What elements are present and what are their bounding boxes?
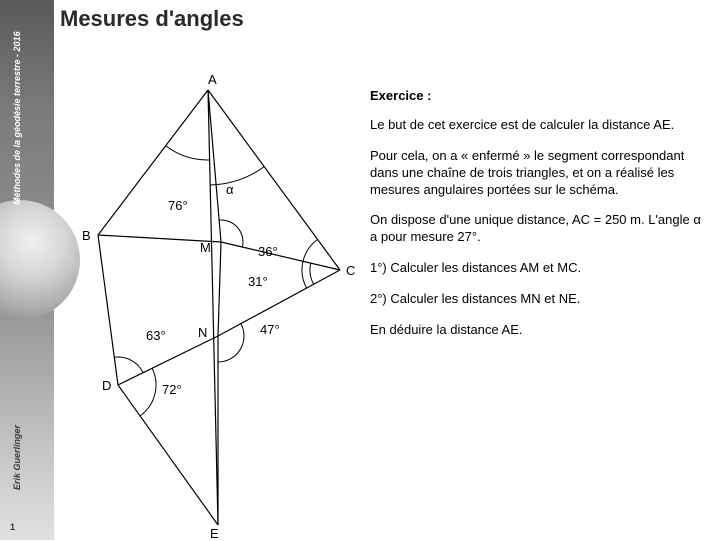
label-M: M: [200, 240, 211, 255]
page-title: Mesures d'angles: [60, 6, 244, 32]
page-number: 1: [10, 522, 15, 532]
label-D: D: [102, 378, 111, 393]
label-A: A: [208, 72, 217, 87]
exercise-text: Exercice : Le but de cet exercice est de…: [370, 88, 710, 353]
angle-alpha: α: [226, 182, 234, 197]
label-E: E: [210, 526, 219, 541]
left-sidebar: [0, 0, 54, 540]
label-N: N: [198, 325, 207, 340]
exercise-p1: Pour cela, on a « enfermé » le segment c…: [370, 148, 710, 199]
sidebar-top-text: Méthodes de la géodésie terrestre - 2016: [12, 31, 22, 205]
geometry-svg: [68, 70, 358, 530]
exercise-intro: Le but de cet exercice est de calculer l…: [370, 117, 710, 134]
angle-31: 31°: [248, 274, 268, 289]
angle-72: 72°: [162, 382, 182, 397]
label-C: C: [346, 263, 355, 278]
sidebar-bottom-text: Erik Guerlinger: [12, 425, 22, 490]
label-B: B: [82, 228, 91, 243]
exercise-p2: On dispose d'une unique distance, AC = 2…: [370, 212, 710, 246]
exercise-heading: Exercice :: [370, 88, 710, 105]
angle-47: 47°: [260, 322, 280, 337]
angle-63: 63°: [146, 328, 166, 343]
exercise-q1: 1°) Calculer les distances AM et MC.: [370, 260, 710, 277]
angle-76: 76°: [168, 198, 188, 213]
geometry-diagram: A B C D E M N α 76° 36° 31° 47° 63° 72°: [68, 70, 358, 530]
exercise-q3: En déduire la distance AE.: [370, 322, 710, 339]
exercise-q2: 2°) Calculer les distances MN et NE.: [370, 291, 710, 308]
angle-36: 36°: [258, 244, 278, 259]
